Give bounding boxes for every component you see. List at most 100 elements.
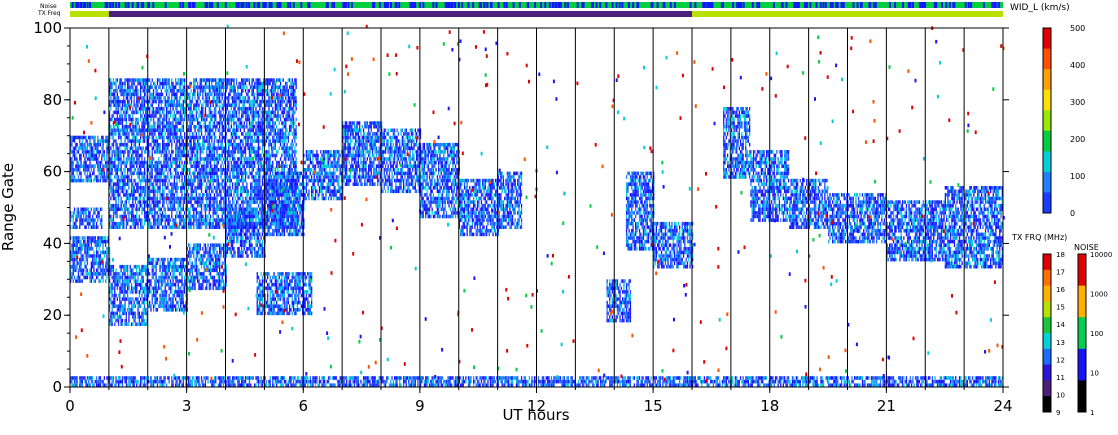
echo-cell (180, 301, 181, 305)
echo-cell (165, 276, 166, 280)
echo-cell (97, 150, 98, 154)
echo-cell (162, 258, 163, 262)
echo-cell (481, 215, 482, 219)
echo-cell (141, 312, 142, 316)
echo-cell (321, 172, 322, 176)
echo-cell (465, 179, 466, 183)
echo-cell (634, 200, 635, 204)
echo-cell (509, 190, 510, 194)
echo-cell (284, 172, 285, 176)
echo-cell (441, 143, 442, 147)
echo-cell (516, 204, 517, 208)
noise-bar-segment (398, 2, 400, 8)
echo-cell (258, 240, 259, 244)
echo-cell (91, 272, 92, 276)
echo-cell (298, 208, 299, 212)
echo-cell (520, 225, 521, 229)
echo-cell (500, 225, 501, 229)
echo-cell (96, 154, 97, 158)
echo-cell (87, 254, 88, 258)
echo-cell (634, 243, 635, 247)
echo-cell (139, 272, 140, 276)
echo-cell (162, 261, 163, 265)
echo-cell (518, 208, 519, 212)
echo-cell (293, 222, 294, 226)
echo-cell (267, 172, 268, 176)
echo-cell (315, 157, 316, 161)
echo-cell (134, 279, 135, 283)
echo-cell (96, 276, 97, 280)
echo-cell (79, 265, 80, 269)
echo-cell (430, 143, 431, 147)
echo-cell (258, 254, 259, 258)
echo-cell (87, 272, 88, 276)
echo-cell (101, 218, 102, 222)
echo-cell (145, 312, 146, 316)
echo-cell (505, 218, 506, 222)
echo-cell (231, 240, 232, 244)
echo-cell (407, 175, 408, 179)
echo-cell (421, 193, 422, 197)
echo-cell (87, 276, 88, 280)
echo-cell (131, 297, 132, 301)
echo-cell (95, 154, 96, 158)
noise-bar-segment (694, 2, 696, 8)
echo-cell (499, 179, 500, 183)
echo-cell (487, 208, 488, 212)
echo-cell (143, 290, 144, 294)
echo-cell (261, 225, 262, 229)
echo-cell (483, 215, 484, 219)
echo-cell (250, 236, 251, 240)
echo-cell (181, 301, 182, 305)
echo-cell (236, 233, 237, 237)
echo-cell (517, 197, 518, 201)
echo-cell (89, 247, 90, 251)
echo-cell (311, 168, 312, 172)
echo-cell (350, 143, 351, 147)
echo-cell (382, 157, 383, 161)
echo-cell (106, 254, 107, 258)
echo-cell (275, 229, 276, 233)
echo-cell (92, 218, 93, 222)
echo-cell (426, 179, 427, 183)
echo-cell (408, 147, 409, 151)
echo-cell (406, 136, 407, 140)
echo-cell (181, 265, 182, 269)
echo-cell (144, 304, 145, 308)
echo-cell (137, 304, 138, 308)
echo-cell (132, 269, 133, 273)
echo-cell (398, 186, 399, 190)
echo-cell (321, 164, 322, 168)
echo-cell (465, 193, 466, 197)
echo-cell (99, 247, 100, 251)
echo-cell (632, 233, 633, 237)
echo-cell (343, 132, 344, 136)
echo-cell (188, 269, 189, 273)
echo-cell (328, 154, 329, 158)
echo-cell (80, 247, 81, 251)
echo-cell (210, 251, 211, 255)
echo-cell (386, 157, 387, 161)
echo-cell (472, 208, 473, 212)
echo-cell (632, 225, 633, 229)
echo-cell (193, 283, 194, 287)
echo-cell (88, 247, 89, 251)
echo-cell (106, 161, 107, 165)
echo-cell (512, 215, 513, 219)
echo-cell (131, 301, 132, 305)
echo-cell (477, 225, 478, 229)
echo-cell (79, 143, 80, 147)
echo-cell (211, 269, 212, 273)
echo-cell (508, 200, 509, 204)
echo-cell (402, 190, 403, 194)
echo-cell (489, 211, 490, 215)
echo-cell (507, 182, 508, 186)
echo-cell (105, 251, 106, 255)
echo-cell (373, 182, 374, 186)
echo-cell (233, 222, 234, 226)
noise-bar-segment (125, 2, 127, 8)
echo-cell (112, 322, 113, 326)
echo-cell (359, 136, 360, 140)
echo-cell (451, 168, 452, 172)
echo-cell (207, 254, 208, 258)
